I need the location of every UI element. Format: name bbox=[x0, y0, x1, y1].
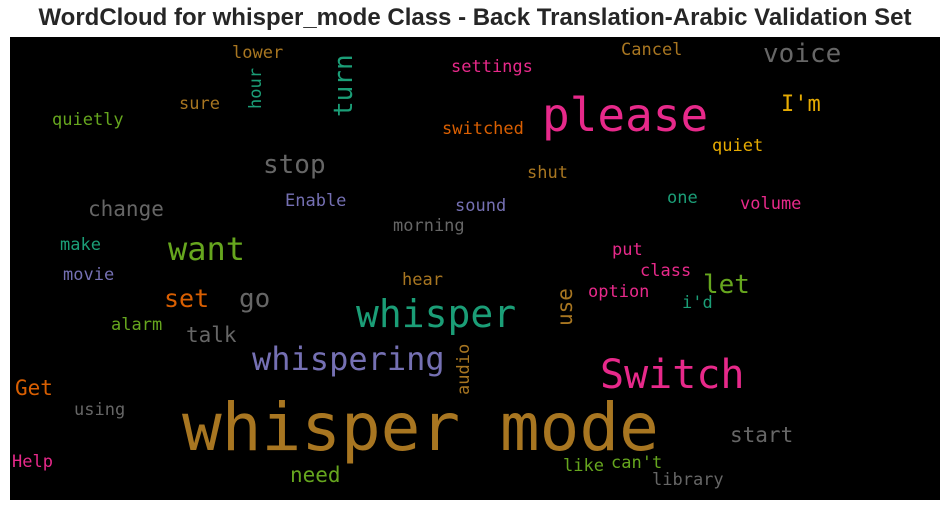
word-id: i'd bbox=[682, 293, 713, 313]
word-audio: audio bbox=[454, 343, 474, 395]
word-volume: volume bbox=[740, 194, 802, 214]
word-go: go bbox=[239, 284, 271, 314]
word-need: need bbox=[290, 463, 341, 487]
word-get: Get bbox=[15, 376, 53, 400]
word-change: change bbox=[88, 197, 164, 221]
word-let: let bbox=[703, 270, 750, 300]
chart-title: WordCloud for whisper_mode Class - Back … bbox=[38, 4, 912, 31]
word-help: Help bbox=[12, 452, 53, 472]
word-talk: talk bbox=[186, 323, 237, 347]
word-stop: stop bbox=[263, 150, 326, 180]
word-switch: Switch bbox=[600, 352, 745, 398]
word-enable: Enable bbox=[285, 191, 347, 211]
word-settings: settings bbox=[451, 57, 533, 77]
word-im: I'm bbox=[781, 92, 821, 117]
word-sound: sound bbox=[455, 196, 507, 216]
word-whisper-mode: whisper mode bbox=[182, 389, 659, 466]
word-whisper: whisper bbox=[356, 292, 517, 336]
word-alarm: alarm bbox=[111, 315, 163, 335]
word-put: put bbox=[612, 240, 643, 260]
word-voice: voice bbox=[763, 39, 842, 69]
wordcloud-canvas: whisper mode please Switch whisper whisp… bbox=[10, 37, 940, 500]
word-make: make bbox=[60, 235, 101, 255]
word-quietly: quietly bbox=[52, 110, 124, 130]
word-movie: movie bbox=[63, 265, 115, 285]
word-lower: lower bbox=[232, 43, 284, 63]
word-library: library bbox=[652, 470, 724, 490]
word-class: class bbox=[640, 261, 692, 281]
word-cant: can't bbox=[611, 453, 663, 473]
word-cancel: Cancel bbox=[621, 40, 683, 60]
word-option: option bbox=[588, 282, 650, 302]
word-hour: hour bbox=[246, 68, 266, 109]
word-like: like bbox=[563, 456, 604, 476]
word-please: please bbox=[542, 88, 709, 142]
word-want: want bbox=[168, 230, 246, 268]
word-using: using bbox=[74, 400, 126, 420]
word-turn: turn bbox=[329, 54, 359, 117]
word-quiet: quiet bbox=[712, 136, 764, 156]
word-sure: sure bbox=[179, 94, 220, 114]
word-whispering: whispering bbox=[252, 340, 445, 378]
word-use: use bbox=[553, 288, 577, 326]
word-shut: shut bbox=[527, 163, 568, 183]
word-hear: hear bbox=[402, 270, 443, 290]
word-start: start bbox=[730, 423, 794, 447]
word-set: set bbox=[164, 284, 210, 313]
word-morning: morning bbox=[393, 216, 465, 236]
word-one: one bbox=[667, 188, 698, 208]
word-switched: switched bbox=[442, 119, 524, 139]
